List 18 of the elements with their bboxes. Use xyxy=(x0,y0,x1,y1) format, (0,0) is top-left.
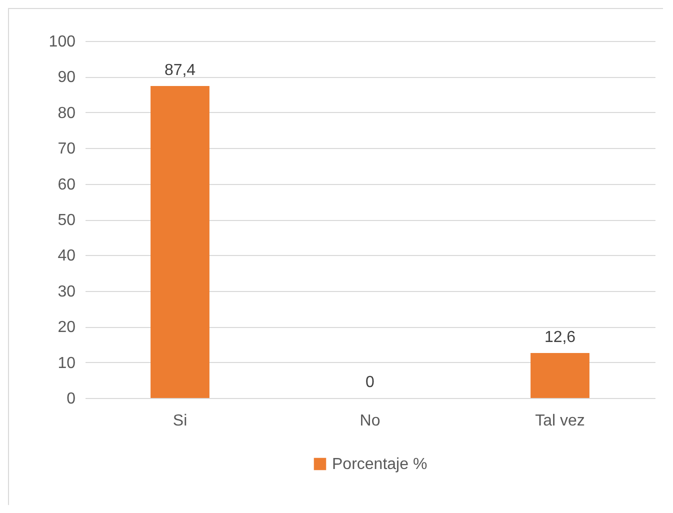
x-tick-label: Tal vez xyxy=(535,412,585,430)
text: 0 xyxy=(366,374,374,391)
text: 12,6 xyxy=(544,329,576,346)
y-tick-label: 100 xyxy=(48,34,76,50)
y-tick-label: 60 xyxy=(58,176,76,194)
y-tick-label: 40 xyxy=(58,248,76,265)
y-tick-label: 30 xyxy=(58,283,76,300)
y-tick-label: 80 xyxy=(58,104,76,122)
y-tick-label: 70 xyxy=(58,140,76,158)
y-tick-label: 10 xyxy=(58,354,76,372)
x-tick-label: No xyxy=(360,412,380,430)
text: 87,4 xyxy=(164,62,196,79)
legend-label: Porcentaje % xyxy=(332,456,428,473)
y-tick-label: 0 xyxy=(66,390,76,408)
y-tick-label: 90 xyxy=(58,69,76,86)
x-tick-label: Si xyxy=(172,412,188,430)
y-tick-label: 50 xyxy=(58,212,76,229)
y-tick-label: 20 xyxy=(58,319,76,336)
